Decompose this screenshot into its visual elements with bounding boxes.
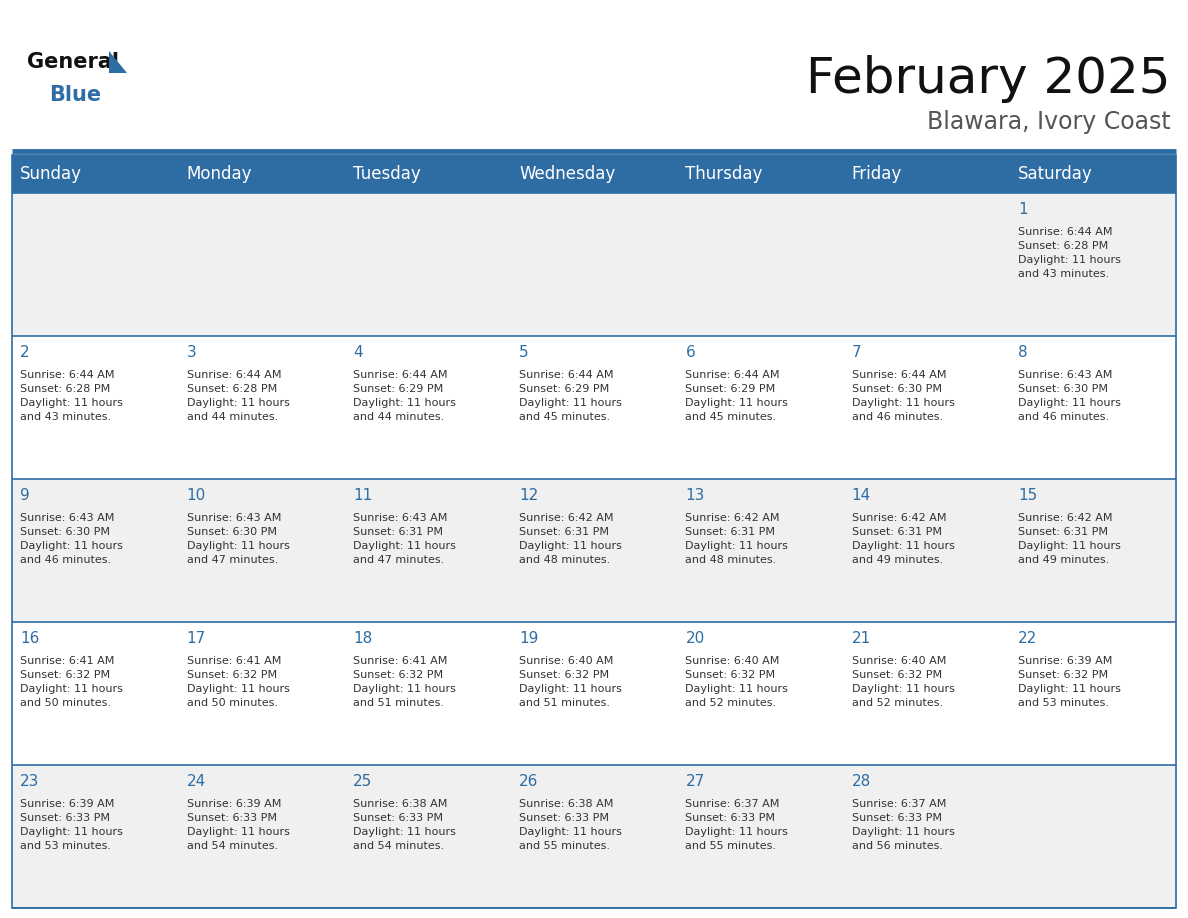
- Text: Monday: Monday: [187, 165, 252, 183]
- Text: Sunrise: 6:41 AM
Sunset: 6:32 PM
Daylight: 11 hours
and 50 minutes.: Sunrise: 6:41 AM Sunset: 6:32 PM Dayligh…: [187, 656, 290, 709]
- Text: Sunrise: 6:44 AM
Sunset: 6:28 PM
Daylight: 11 hours
and 43 minutes.: Sunrise: 6:44 AM Sunset: 6:28 PM Dayligh…: [1018, 228, 1121, 279]
- Text: Sunrise: 6:43 AM
Sunset: 6:30 PM
Daylight: 11 hours
and 46 minutes.: Sunrise: 6:43 AM Sunset: 6:30 PM Dayligh…: [20, 513, 124, 565]
- Text: Sunrise: 6:44 AM
Sunset: 6:29 PM
Daylight: 11 hours
and 44 minutes.: Sunrise: 6:44 AM Sunset: 6:29 PM Dayligh…: [353, 370, 456, 422]
- Text: Sunrise: 6:43 AM
Sunset: 6:30 PM
Daylight: 11 hours
and 46 minutes.: Sunrise: 6:43 AM Sunset: 6:30 PM Dayligh…: [1018, 370, 1121, 422]
- Text: Saturday: Saturday: [1018, 165, 1093, 183]
- Text: 16: 16: [20, 631, 39, 645]
- Text: 22: 22: [1018, 631, 1037, 645]
- Text: Sunrise: 6:44 AM
Sunset: 6:28 PM
Daylight: 11 hours
and 44 minutes.: Sunrise: 6:44 AM Sunset: 6:28 PM Dayligh…: [187, 370, 290, 422]
- Text: 17: 17: [187, 631, 206, 645]
- Text: Sunrise: 6:38 AM
Sunset: 6:33 PM
Daylight: 11 hours
and 54 minutes.: Sunrise: 6:38 AM Sunset: 6:33 PM Dayligh…: [353, 800, 456, 851]
- Text: 24: 24: [187, 774, 206, 789]
- Text: 20: 20: [685, 631, 704, 645]
- Text: Tuesday: Tuesday: [353, 165, 421, 183]
- Text: 28: 28: [852, 774, 871, 789]
- Text: 7: 7: [852, 344, 861, 360]
- Text: Sunrise: 6:39 AM
Sunset: 6:33 PM
Daylight: 11 hours
and 54 minutes.: Sunrise: 6:39 AM Sunset: 6:33 PM Dayligh…: [187, 800, 290, 851]
- Text: Sunrise: 6:40 AM
Sunset: 6:32 PM
Daylight: 11 hours
and 52 minutes.: Sunrise: 6:40 AM Sunset: 6:32 PM Dayligh…: [852, 656, 955, 709]
- Text: 2: 2: [20, 344, 30, 360]
- Text: Sunrise: 6:44 AM
Sunset: 6:29 PM
Daylight: 11 hours
and 45 minutes.: Sunrise: 6:44 AM Sunset: 6:29 PM Dayligh…: [519, 370, 623, 422]
- Text: Sunrise: 6:39 AM
Sunset: 6:33 PM
Daylight: 11 hours
and 53 minutes.: Sunrise: 6:39 AM Sunset: 6:33 PM Dayligh…: [20, 800, 124, 851]
- Text: Thursday: Thursday: [685, 165, 763, 183]
- Text: Friday: Friday: [852, 165, 902, 183]
- Text: 18: 18: [353, 631, 372, 645]
- Text: 1: 1: [1018, 202, 1028, 217]
- Text: Sunrise: 6:43 AM
Sunset: 6:31 PM
Daylight: 11 hours
and 47 minutes.: Sunrise: 6:43 AM Sunset: 6:31 PM Dayligh…: [353, 513, 456, 565]
- Text: 11: 11: [353, 487, 372, 502]
- Bar: [12, 155, 1176, 193]
- Text: Wednesday: Wednesday: [519, 165, 615, 183]
- Text: General: General: [27, 52, 119, 72]
- Text: 21: 21: [852, 631, 871, 645]
- Text: Sunrise: 6:37 AM
Sunset: 6:33 PM
Daylight: 11 hours
and 55 minutes.: Sunrise: 6:37 AM Sunset: 6:33 PM Dayligh…: [685, 800, 789, 851]
- Text: 9: 9: [20, 487, 30, 502]
- Text: Sunrise: 6:41 AM
Sunset: 6:32 PM
Daylight: 11 hours
and 50 minutes.: Sunrise: 6:41 AM Sunset: 6:32 PM Dayligh…: [20, 656, 124, 709]
- Text: 4: 4: [353, 344, 362, 360]
- Text: Sunrise: 6:40 AM
Sunset: 6:32 PM
Daylight: 11 hours
and 51 minutes.: Sunrise: 6:40 AM Sunset: 6:32 PM Dayligh…: [519, 656, 623, 709]
- Text: 19: 19: [519, 631, 538, 645]
- Polygon shape: [109, 51, 127, 73]
- Text: Blawara, Ivory Coast: Blawara, Ivory Coast: [928, 110, 1171, 134]
- Text: 25: 25: [353, 774, 372, 789]
- Bar: [12, 479, 1176, 622]
- Text: Sunrise: 6:42 AM
Sunset: 6:31 PM
Daylight: 11 hours
and 48 minutes.: Sunrise: 6:42 AM Sunset: 6:31 PM Dayligh…: [519, 513, 623, 565]
- Text: Sunrise: 6:44 AM
Sunset: 6:29 PM
Daylight: 11 hours
and 45 minutes.: Sunrise: 6:44 AM Sunset: 6:29 PM Dayligh…: [685, 370, 789, 422]
- Text: Sunrise: 6:39 AM
Sunset: 6:32 PM
Daylight: 11 hours
and 53 minutes.: Sunrise: 6:39 AM Sunset: 6:32 PM Dayligh…: [1018, 656, 1121, 709]
- Text: Sunrise: 6:44 AM
Sunset: 6:30 PM
Daylight: 11 hours
and 46 minutes.: Sunrise: 6:44 AM Sunset: 6:30 PM Dayligh…: [852, 370, 955, 422]
- Text: Sunrise: 6:43 AM
Sunset: 6:30 PM
Daylight: 11 hours
and 47 minutes.: Sunrise: 6:43 AM Sunset: 6:30 PM Dayligh…: [187, 513, 290, 565]
- Text: Sunrise: 6:37 AM
Sunset: 6:33 PM
Daylight: 11 hours
and 56 minutes.: Sunrise: 6:37 AM Sunset: 6:33 PM Dayligh…: [852, 800, 955, 851]
- Text: 27: 27: [685, 774, 704, 789]
- Text: Sunrise: 6:42 AM
Sunset: 6:31 PM
Daylight: 11 hours
and 49 minutes.: Sunrise: 6:42 AM Sunset: 6:31 PM Dayligh…: [852, 513, 955, 565]
- Text: February 2025: February 2025: [807, 55, 1171, 103]
- Text: Sunrise: 6:40 AM
Sunset: 6:32 PM
Daylight: 11 hours
and 52 minutes.: Sunrise: 6:40 AM Sunset: 6:32 PM Dayligh…: [685, 656, 789, 709]
- Text: 15: 15: [1018, 487, 1037, 502]
- Text: Sunrise: 6:42 AM
Sunset: 6:31 PM
Daylight: 11 hours
and 48 minutes.: Sunrise: 6:42 AM Sunset: 6:31 PM Dayligh…: [685, 513, 789, 565]
- Bar: [12, 622, 1176, 765]
- Text: Sunrise: 6:41 AM
Sunset: 6:32 PM
Daylight: 11 hours
and 51 minutes.: Sunrise: 6:41 AM Sunset: 6:32 PM Dayligh…: [353, 656, 456, 709]
- Text: 8: 8: [1018, 344, 1028, 360]
- Bar: [12, 193, 1176, 336]
- Text: 3: 3: [187, 344, 196, 360]
- Bar: [12, 336, 1176, 479]
- Text: 13: 13: [685, 487, 704, 502]
- Bar: [12, 155, 1176, 908]
- Text: Blue: Blue: [49, 85, 101, 105]
- Text: 26: 26: [519, 774, 538, 789]
- Text: Sunrise: 6:38 AM
Sunset: 6:33 PM
Daylight: 11 hours
and 55 minutes.: Sunrise: 6:38 AM Sunset: 6:33 PM Dayligh…: [519, 800, 623, 851]
- Text: 10: 10: [187, 487, 206, 502]
- Text: Sunday: Sunday: [20, 165, 82, 183]
- Text: Sunrise: 6:42 AM
Sunset: 6:31 PM
Daylight: 11 hours
and 49 minutes.: Sunrise: 6:42 AM Sunset: 6:31 PM Dayligh…: [1018, 513, 1121, 565]
- Bar: [12, 765, 1176, 908]
- Text: 6: 6: [685, 344, 695, 360]
- Text: 14: 14: [852, 487, 871, 502]
- Text: 12: 12: [519, 487, 538, 502]
- Text: 23: 23: [20, 774, 39, 789]
- Text: Sunrise: 6:44 AM
Sunset: 6:28 PM
Daylight: 11 hours
and 43 minutes.: Sunrise: 6:44 AM Sunset: 6:28 PM Dayligh…: [20, 370, 124, 422]
- Text: 5: 5: [519, 344, 529, 360]
